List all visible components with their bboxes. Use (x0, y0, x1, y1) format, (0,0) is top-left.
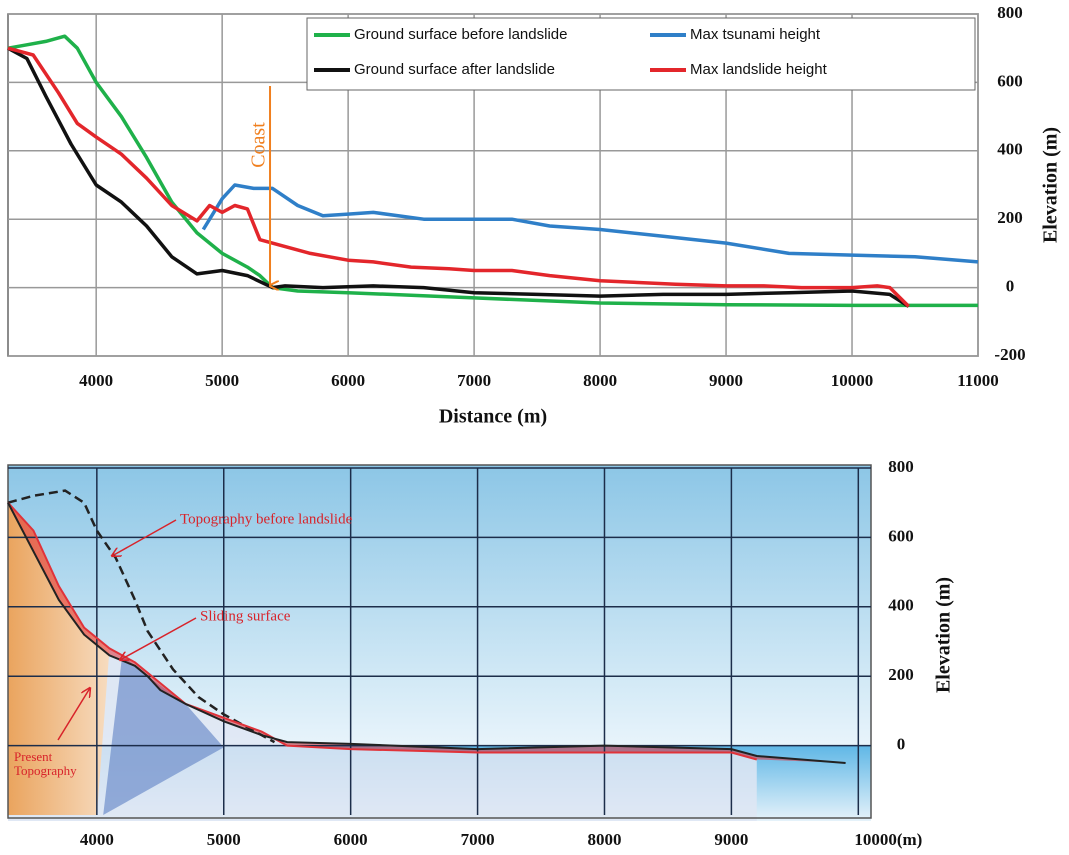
x-tick-label: 9000 (709, 371, 743, 390)
profile-line (7, 502, 846, 764)
legend-label: Ground surface before landslide (354, 26, 567, 43)
land (8, 502, 110, 815)
annotation: Sliding surface (200, 608, 291, 624)
y-tick-label: 600 (997, 71, 1023, 90)
profile-line (7, 489, 276, 744)
y-tick-label: 400 (997, 140, 1023, 159)
x-tick-label: 4000 (80, 830, 114, 849)
x-tick-label: 10000 (831, 371, 874, 390)
series-line (7, 46, 910, 308)
x-tick-label: 6000 (331, 371, 365, 390)
y-tick-label: 200 (888, 665, 914, 684)
y-tick-label: 800 (997, 3, 1023, 22)
x-tick-label: 4000 (79, 371, 113, 390)
x-tick-label: 7000 (457, 371, 491, 390)
y-axis-label: Elevation (m) (933, 577, 955, 693)
series-line (7, 34, 978, 308)
x-tick-label: 8000 (583, 371, 617, 390)
x-tick-label: 5000 (207, 830, 241, 849)
annotation-arrow (112, 519, 177, 556)
x-tick-label: 7000 (461, 830, 495, 849)
series-line (7, 46, 910, 308)
annotation-arrow (57, 688, 90, 741)
bottom-chart: 4000 5000 6000 7000 8000 9000 10000(m) 0 200 400 6… (7, 457, 955, 849)
x-tick-label: 8000 (587, 830, 621, 849)
x-tick-label: 10000(m) (854, 830, 922, 849)
x-tick-label: 11000 (957, 371, 999, 390)
x-tick-label: 9000 (714, 830, 748, 849)
y-tick-label: 400 (888, 596, 914, 615)
coast-label: Coast (248, 122, 270, 168)
legend-label: Ground surface after landslide (354, 61, 555, 78)
slide-body (103, 655, 224, 815)
y-tick-label: 600 (888, 526, 914, 545)
y-axis-label: Elevation (m) (1040, 127, 1062, 243)
plot-frame (7, 464, 872, 819)
x-axis-label: Distance (m) (439, 406, 547, 428)
legend-box (306, 17, 976, 91)
annotation: Topography before landslide (180, 511, 353, 527)
series-line (201, 183, 979, 264)
annotation: Present Topography (14, 750, 77, 778)
annotation-box: Present Topography (14, 750, 77, 778)
profile-line (7, 502, 758, 761)
y-tick-label: 0 (897, 735, 906, 754)
annotation-arrow (120, 617, 197, 660)
y-tick-label: 200 (997, 208, 1023, 227)
y-tick-label: -200 (994, 345, 1025, 364)
y-tick-label: 0 (1006, 277, 1015, 296)
x-tick-label: 6000 (334, 830, 368, 849)
top-chart: 4000 5000 6000 7000 8000 9000 10000 11000 -200 0 2… (7, 3, 1062, 428)
legend-label: Max tsunami height (690, 26, 821, 43)
x-tick-label: 5000 (205, 371, 239, 390)
y-tick-label: 800 (888, 457, 914, 476)
legend-label: Max landslide height (690, 61, 828, 78)
